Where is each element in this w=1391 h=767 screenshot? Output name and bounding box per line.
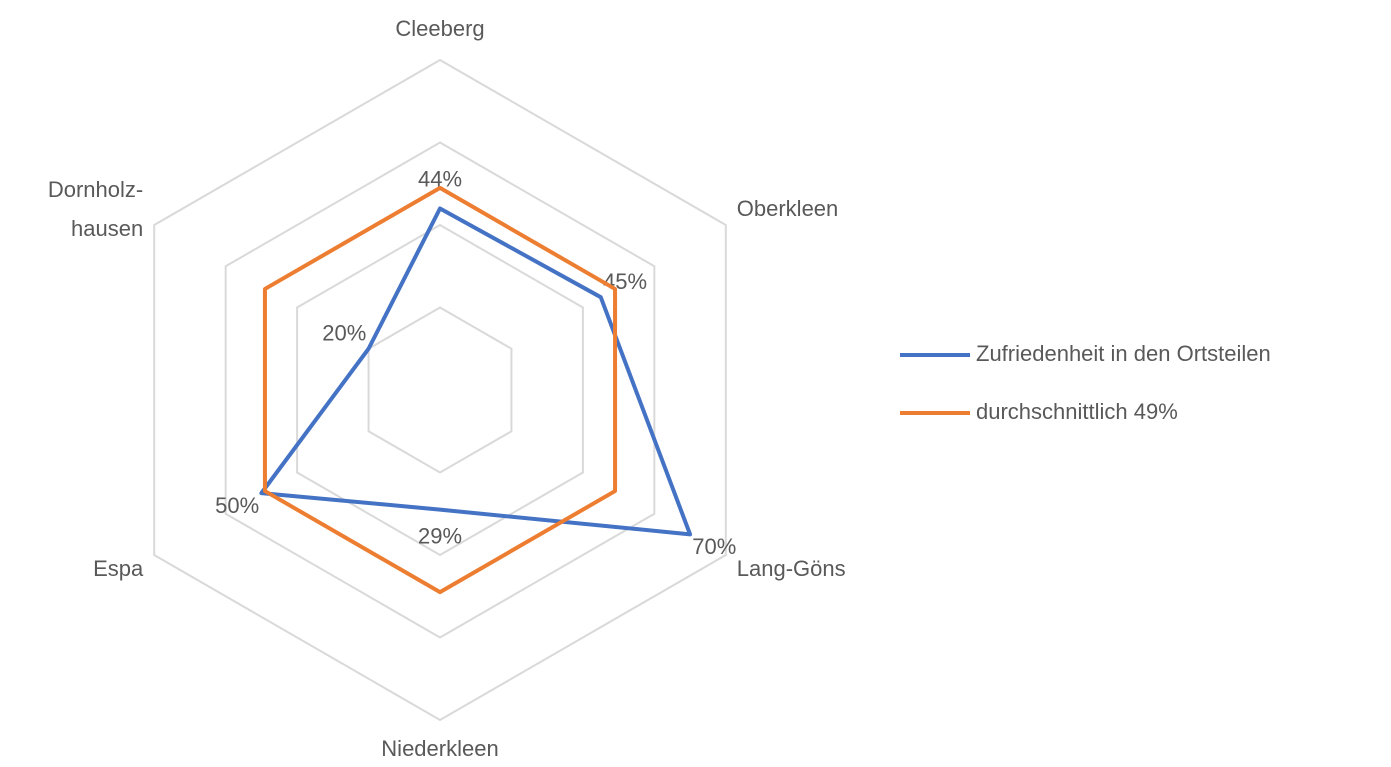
grid-ring [296, 223, 584, 557]
data-label: 70% [692, 534, 736, 559]
series-line [259, 206, 693, 537]
data-label: 29% [418, 523, 462, 548]
category-label: Cleeberg [395, 16, 484, 41]
series-line [262, 185, 618, 595]
category-label: Oberkleen [737, 196, 839, 221]
data-label: 20% [322, 321, 366, 346]
category-label: Espa [93, 556, 144, 581]
data-label: 45% [603, 269, 647, 294]
category-label: Lang-Göns [737, 556, 846, 581]
category-label: Dornholz-hausen [48, 177, 143, 241]
category-label: Niederkleen [381, 736, 498, 761]
legend-label: Zufriedenheit in den Ortsteilen [976, 341, 1271, 366]
legend-label: durchschnittlich 49% [976, 399, 1178, 424]
data-label: 50% [215, 493, 259, 518]
grid-ring [224, 141, 656, 639]
grid-ring [153, 58, 727, 722]
